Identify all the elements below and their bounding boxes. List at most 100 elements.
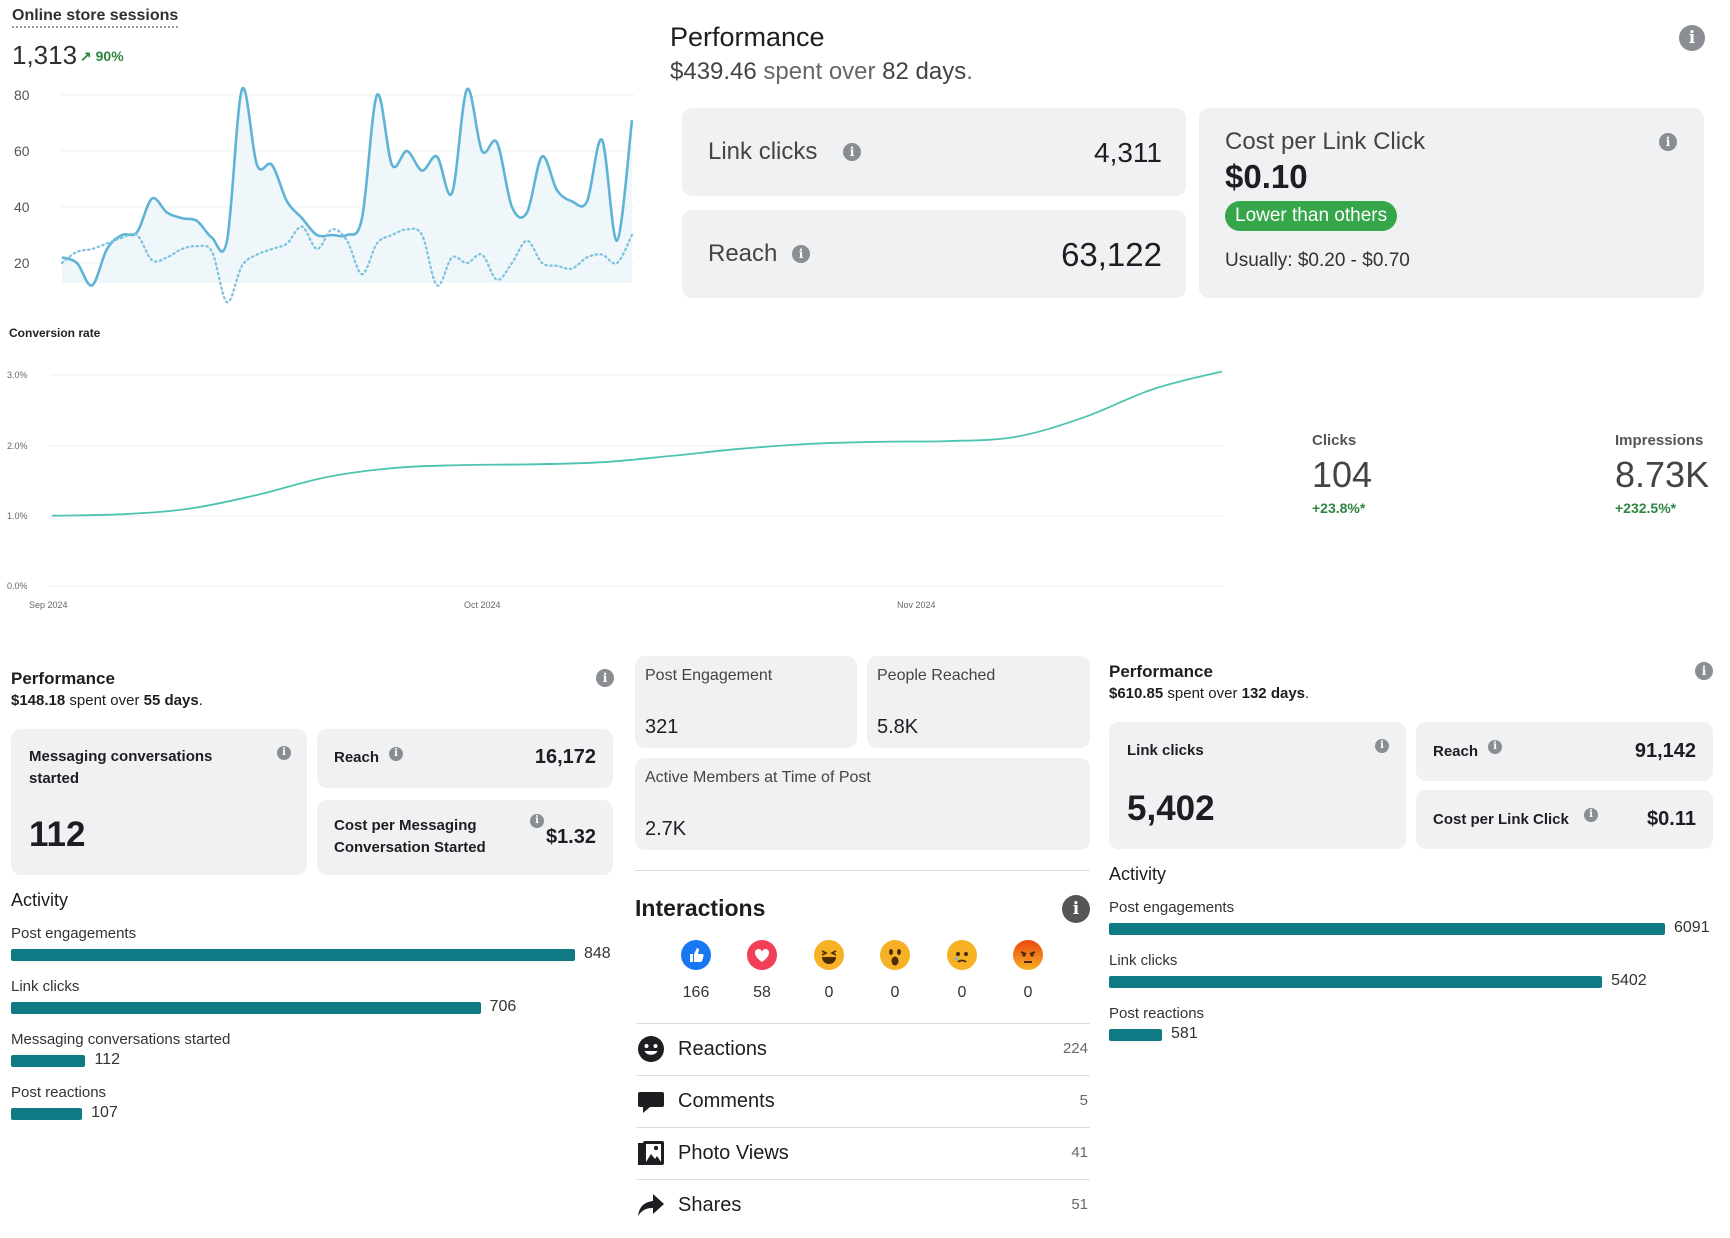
sessions-area: [62, 87, 632, 286]
post-engagement-value: 321: [645, 716, 679, 738]
reach-label: Reach: [708, 240, 778, 267]
photo-icon: [638, 1141, 664, 1165]
interaction-row-comments[interactable]: Comments 5: [636, 1075, 1090, 1128]
interaction-row-shares[interactable]: Shares 51: [636, 1179, 1090, 1232]
conversion-x-tick: Sep 2024: [29, 600, 68, 610]
angry-count: 0: [1023, 984, 1033, 1001]
conversion-title: Conversion rate: [9, 326, 101, 340]
haha-icon: [814, 940, 844, 970]
sessions-series-line: [61, 86, 634, 287]
love-count: 58: [753, 984, 771, 1001]
left-reach-value: 16,172: [534, 746, 596, 768]
interaction-value: 224: [1062, 1040, 1088, 1057]
activity-bar: [11, 1002, 481, 1014]
perf-top-days: 82 days: [882, 58, 967, 85]
sessions-y-tick: 80: [14, 87, 30, 103]
info-icon[interactable]: i: [530, 814, 544, 828]
info-icon[interactable]: i: [1488, 740, 1502, 754]
activity-bar-value: 107: [91, 1104, 118, 1121]
interaction-label: Reactions: [678, 1038, 767, 1060]
like-icon: [681, 940, 711, 970]
info-icon[interactable]: i: [1679, 25, 1705, 51]
people-reached-card: People Reached 5.8K: [867, 656, 1090, 748]
info-icon[interactable]: i: [792, 245, 810, 263]
cost-per-messaging-value: $1.32: [545, 826, 596, 848]
perf-right-spent-amount: $610.85: [1109, 685, 1164, 702]
activity-bar-label: Post engagements: [11, 925, 137, 942]
activity-bar-value: 848: [584, 945, 611, 962]
perf-left-dot: .: [198, 692, 203, 709]
activity-bar-value: 112: [94, 1051, 120, 1068]
cost-per-messaging-card: Cost per Messaging Conversation Started …: [317, 800, 613, 875]
post-engagement-label: Post Engagement: [645, 667, 773, 684]
post-engagement-card: Post Engagement 321: [635, 656, 857, 748]
usually-range: Usually: $0.20 - $0.70: [1225, 250, 1410, 271]
activity-bar: [1109, 976, 1603, 988]
love-icon: [747, 940, 777, 970]
perf-left-spent-amount: $148.18: [11, 692, 66, 709]
perf-right-spent-mid: spent over: [1163, 685, 1242, 702]
conversion-x-tick: Oct 2024: [464, 600, 501, 610]
messaging-value: 112: [29, 815, 86, 854]
sessions-change: ↗ 90%: [80, 48, 124, 64]
clicks-value: 104: [1312, 454, 1373, 495]
interaction-row-photo-views[interactable]: Photo Views 41: [636, 1127, 1090, 1180]
people-reached-label: People Reached: [877, 667, 996, 684]
sad-count: 0: [957, 984, 967, 1001]
cpc-label: Cost per Link Click: [1225, 128, 1426, 155]
left-reach-card: Reach i 16,172: [317, 729, 613, 788]
info-icon[interactable]: i: [596, 669, 614, 687]
lower-than-others-badge: Lower than others: [1225, 201, 1398, 231]
wow-count: 0: [890, 984, 900, 1001]
link-clicks-label: Link clicks: [708, 138, 818, 165]
conversion-chart: 3.0% 2.0% 1.0% 0.0% Sep 2024 Oct 2024 No…: [7, 370, 1223, 610]
conversion-y-tick: 1.0%: [7, 511, 28, 521]
perf-top-title: Performance: [670, 22, 825, 52]
interaction-row-reactions[interactable]: Reactions 224: [636, 1023, 1090, 1076]
perf-right-days: 132 days: [1241, 685, 1306, 702]
activity-bar: [1109, 923, 1665, 935]
info-icon[interactable]: i: [389, 747, 403, 761]
perf-top-spent: $439.46 spent over 82 days.: [670, 58, 973, 86]
perf-left-title: Performance: [11, 669, 115, 688]
active-members-label: Active Members at Time of Post: [645, 769, 871, 786]
sessions-y-tick: 40: [14, 199, 30, 215]
info-icon[interactable]: i: [1062, 895, 1090, 923]
interaction-label: Shares: [678, 1194, 742, 1216]
sessions-value: 1,313: [12, 40, 78, 70]
info-icon[interactable]: i: [1659, 133, 1677, 151]
perf-top-spent-amount: $439.46: [670, 58, 757, 85]
sessions-y-tick: 20: [14, 255, 30, 271]
left-reach-label: Reach: [334, 749, 380, 766]
sessions-y-tick: 60: [14, 143, 30, 159]
info-icon[interactable]: i: [1375, 739, 1389, 753]
comment-icon: [638, 1092, 664, 1113]
angry-icon: [1013, 940, 1043, 970]
cost-per-link-click-card: Cost per Link Click i $0.10 Lower than o…: [1199, 108, 1704, 298]
activity-bar-label: Messaging conversations started: [11, 1031, 231, 1048]
info-icon[interactable]: i: [843, 143, 861, 161]
left-activity-title: Activity: [11, 890, 69, 910]
right-link-clicks-label: Link clicks: [1127, 742, 1204, 759]
messaging-card: Messaging conversations started i 112: [11, 729, 307, 875]
activity-bar-label: Post reactions: [1109, 1005, 1205, 1022]
right-reach-card: Reach i 91,142: [1416, 722, 1713, 781]
sessions-title[interactable]: Online store sessions: [12, 7, 179, 28]
link-clicks-card: Link clicks i 4,311: [682, 108, 1186, 196]
right-link-clicks-value: 5,402: [1127, 789, 1215, 828]
conversion-y-tick: 3.0%: [7, 370, 28, 380]
smile-icon: [638, 1036, 664, 1062]
info-icon[interactable]: i: [1695, 662, 1713, 680]
wow-icon: [880, 940, 910, 970]
perf-right-spent: $610.85 spent over 132 days.: [1109, 685, 1309, 702]
info-icon[interactable]: i: [1584, 808, 1598, 822]
right-cpc-card: Cost per Link Click i $0.11: [1416, 790, 1713, 849]
interaction-value: 51: [1071, 1196, 1088, 1213]
interaction-label: Photo Views: [678, 1142, 789, 1164]
info-icon[interactable]: i: [277, 746, 291, 760]
activity-bar-label: Post reactions: [11, 1084, 107, 1101]
haha-count: 0: [824, 984, 834, 1001]
cpc-value: $0.10: [1225, 158, 1308, 195]
sessions-chart: 80 60 40 20: [14, 86, 634, 304]
cost-per-messaging-label: Cost per Messaging Conversation Started: [334, 817, 486, 856]
